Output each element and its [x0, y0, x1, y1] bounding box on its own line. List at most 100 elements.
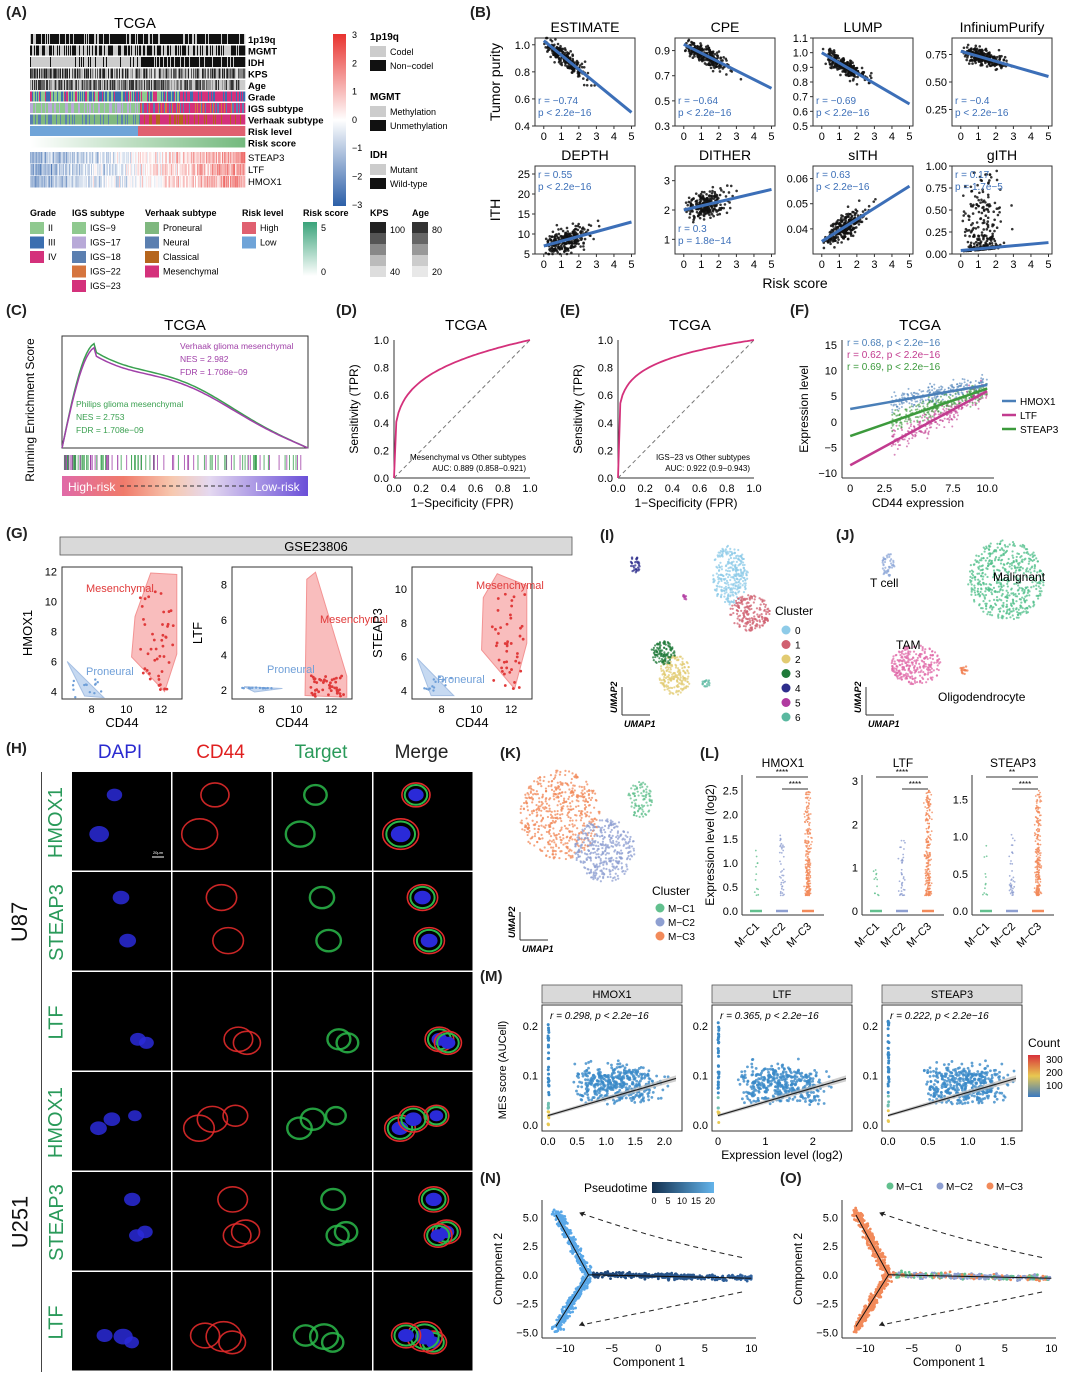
track-cell — [222, 80, 224, 90]
track-cell — [209, 80, 211, 90]
x-tick-label: 5 — [1045, 131, 1051, 143]
legend-swatch — [370, 255, 386, 266]
track-cell — [182, 57, 184, 67]
track-cell — [235, 91, 237, 102]
gene-cell — [230, 176, 232, 188]
track-cell — [32, 137, 34, 148]
track-cell — [142, 34, 144, 44]
data-point — [688, 212, 692, 216]
facet-title: LUMP — [844, 19, 883, 35]
gene-cell — [160, 176, 162, 188]
track-cell — [145, 45, 147, 56]
gene-cell — [193, 176, 195, 188]
data-point — [848, 79, 852, 83]
track-cell — [169, 45, 171, 56]
track-cell — [128, 57, 130, 67]
track-cell — [74, 137, 76, 148]
data-point — [863, 208, 867, 212]
track-cell — [232, 114, 234, 125]
track-cell — [232, 45, 234, 56]
data-point — [554, 38, 557, 41]
track-cell — [116, 57, 118, 67]
gene-cell — [212, 152, 214, 164]
track-cell — [227, 68, 229, 79]
track-cell — [104, 137, 106, 148]
gene-cell — [224, 176, 226, 188]
track-cell — [213, 34, 215, 44]
gene-cell — [105, 164, 107, 176]
regression-line — [960, 49, 1049, 78]
gene-cell — [139, 164, 141, 176]
gene-cell — [171, 176, 173, 188]
track-cell — [206, 45, 208, 56]
track-cell — [147, 68, 149, 79]
track-cell — [58, 80, 60, 90]
track-cell — [214, 91, 216, 102]
gene-cell — [57, 152, 59, 164]
gene-cell — [214, 176, 216, 188]
gene-cell — [142, 176, 144, 188]
track-cell — [109, 126, 111, 136]
track-cell — [87, 114, 89, 125]
track-cell — [130, 80, 132, 90]
gene-cell — [122, 152, 124, 164]
data-point — [579, 230, 583, 233]
track-cell — [40, 45, 42, 56]
track-cell — [162, 126, 164, 136]
track-cell — [31, 126, 33, 136]
track-cell — [127, 103, 129, 113]
gene-cell — [211, 176, 213, 188]
track-cell — [232, 91, 234, 102]
gene-cell — [110, 152, 112, 164]
track-cell — [137, 68, 139, 79]
track-cell — [166, 68, 168, 79]
track-cell — [221, 45, 223, 56]
data-point — [829, 242, 832, 246]
data-point — [590, 84, 593, 87]
track-cell — [216, 68, 218, 79]
legend-item: Mesenchymal — [163, 267, 219, 277]
track-cell — [78, 45, 80, 56]
track-cell — [151, 114, 153, 125]
track-cell — [196, 45, 198, 56]
panel-label-a: (A) — [6, 4, 27, 21]
gene-cell — [188, 164, 190, 176]
track-cell — [120, 114, 122, 125]
gene-cell — [124, 152, 126, 164]
track-cell — [211, 126, 213, 136]
track-cell — [78, 126, 80, 136]
track-cell — [65, 68, 67, 79]
gene-cell — [198, 152, 200, 164]
track-cell — [75, 68, 77, 79]
track-cell — [34, 137, 36, 148]
data-point — [711, 189, 714, 193]
gene-cell — [228, 176, 230, 188]
data-point — [564, 48, 567, 52]
track-cell — [63, 126, 65, 136]
track-cell — [197, 68, 199, 79]
track-cell — [76, 114, 78, 125]
track-cell — [210, 80, 212, 90]
x-tick-label: 4 — [889, 131, 895, 143]
track-cell — [68, 45, 70, 56]
gene-cell — [178, 164, 180, 176]
track-cell — [182, 126, 184, 136]
x-tick-label: 3 — [593, 131, 599, 143]
track-cell — [60, 68, 62, 79]
gene-cell — [157, 152, 159, 164]
data-point — [596, 219, 600, 223]
data-point — [703, 207, 706, 211]
track-cell — [126, 91, 128, 102]
track-cell — [236, 34, 238, 44]
track-cell — [155, 68, 157, 79]
gene-cell — [166, 176, 168, 188]
track-cell — [128, 91, 130, 102]
track-cell — [209, 91, 211, 102]
track-cell — [35, 114, 37, 125]
track-cell — [136, 57, 138, 67]
gene-cell — [69, 176, 71, 188]
legend-1p19q: 1p19q Codel Non−codel — [370, 32, 433, 71]
legend-item: 0 — [321, 267, 326, 277]
track-cell — [39, 114, 41, 125]
track-cell — [114, 137, 116, 148]
